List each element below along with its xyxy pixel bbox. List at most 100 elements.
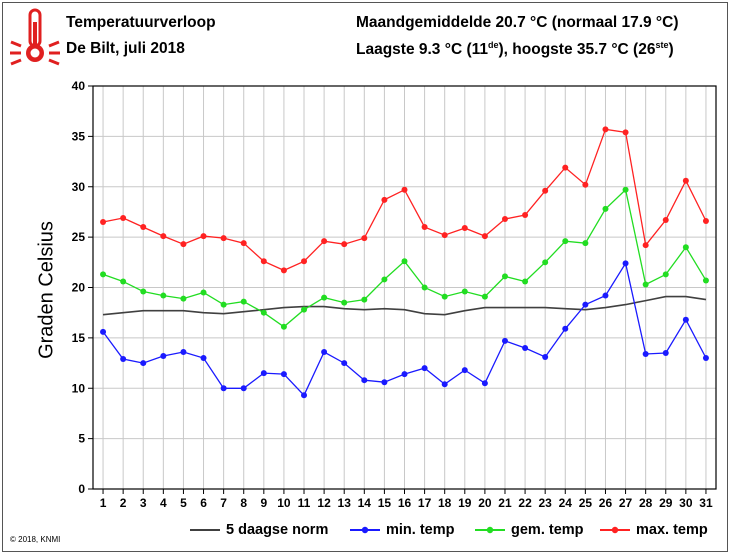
data-point-max-temp bbox=[602, 126, 609, 133]
x-tick-label: 14 bbox=[358, 496, 372, 510]
data-point-max-temp bbox=[421, 224, 428, 231]
data-point-gem-temp bbox=[602, 205, 609, 212]
data-point-max-temp bbox=[321, 238, 328, 245]
data-point-gem-temp bbox=[120, 278, 127, 285]
x-tick-label: 4 bbox=[160, 496, 167, 510]
data-point-min-temp bbox=[321, 348, 328, 355]
data-point-min-temp bbox=[582, 301, 589, 308]
data-point-gem-temp bbox=[481, 293, 488, 300]
data-point-min-temp bbox=[542, 354, 549, 361]
data-point-min-temp bbox=[240, 385, 247, 392]
x-tick-label: 6 bbox=[200, 496, 207, 510]
data-point-max-temp bbox=[100, 219, 107, 226]
data-point-gem-temp bbox=[501, 273, 508, 280]
data-point-gem-temp bbox=[421, 284, 428, 291]
data-point-max-temp bbox=[240, 240, 247, 247]
y-tick-label: 5 bbox=[78, 432, 85, 446]
data-point-max-temp bbox=[702, 218, 709, 225]
data-point-max-temp bbox=[120, 214, 127, 221]
y-tick-label: 35 bbox=[72, 129, 86, 143]
data-point-min-temp bbox=[602, 292, 609, 299]
data-point-min-temp bbox=[341, 360, 348, 367]
data-point-min-temp bbox=[421, 365, 428, 372]
data-point-gem-temp bbox=[682, 244, 689, 251]
data-point-gem-temp bbox=[180, 295, 187, 302]
data-point-min-temp bbox=[622, 260, 629, 267]
y-tick-label: 25 bbox=[72, 230, 86, 244]
data-point-min-temp bbox=[401, 371, 408, 378]
data-point-min-temp bbox=[200, 355, 207, 362]
x-tick-label: 26 bbox=[599, 496, 613, 510]
data-point-max-temp bbox=[562, 164, 569, 171]
y-tick-label: 20 bbox=[72, 281, 86, 295]
data-point-gem-temp bbox=[240, 298, 247, 305]
x-tick-label: 24 bbox=[559, 496, 573, 510]
x-tick-label: 20 bbox=[478, 496, 492, 510]
data-point-gem-temp bbox=[622, 186, 629, 193]
x-tick-label: 30 bbox=[679, 496, 693, 510]
data-point-max-temp bbox=[200, 233, 207, 240]
data-point-gem-temp bbox=[140, 288, 147, 295]
thermometer-icon bbox=[10, 8, 60, 66]
legend-norm: 5 daagse norm bbox=[190, 522, 329, 538]
series-line-5-daagse-norm bbox=[102, 295, 707, 316]
x-tick-label: 12 bbox=[317, 496, 331, 510]
copyright-notice: © 2018, KNMI bbox=[10, 535, 61, 544]
data-point-gem-temp bbox=[260, 309, 267, 316]
y-tick-label: 10 bbox=[72, 381, 86, 395]
data-point-min-temp bbox=[682, 316, 689, 323]
data-point-min-temp bbox=[301, 392, 308, 399]
data-point-max-temp bbox=[542, 187, 549, 194]
month-average-stat: Maandgemiddelde 20.7 °C (normaal 17.9 °C… bbox=[356, 14, 679, 31]
y-tick-label: 40 bbox=[72, 79, 86, 93]
data-point-min-temp bbox=[441, 381, 448, 388]
data-point-max-temp bbox=[441, 232, 448, 239]
data-point-max-temp bbox=[501, 215, 508, 222]
data-point-min-temp bbox=[522, 344, 529, 351]
data-point-gem-temp bbox=[582, 240, 589, 247]
data-point-gem-temp bbox=[381, 276, 388, 283]
legend-max-temp: max. temp bbox=[600, 520, 708, 540]
data-point-max-temp bbox=[280, 267, 287, 274]
data-point-min-temp bbox=[702, 355, 709, 362]
data-point-max-temp bbox=[582, 181, 589, 188]
x-tick-label: 7 bbox=[220, 496, 227, 510]
x-tick-label: 25 bbox=[579, 496, 593, 510]
data-point-max-temp bbox=[461, 225, 468, 232]
data-point-gem-temp bbox=[642, 281, 649, 288]
y-tick-label: 30 bbox=[72, 180, 86, 194]
data-point-max-temp bbox=[361, 235, 368, 242]
data-point-min-temp bbox=[260, 370, 267, 377]
data-point-max-temp bbox=[682, 177, 689, 184]
legend-avg-temp: gem. temp bbox=[475, 520, 584, 540]
x-tick-label: 1 bbox=[100, 496, 107, 510]
legend-min-temp: min. temp bbox=[350, 520, 454, 540]
x-tick-label: 2 bbox=[120, 496, 127, 510]
data-point-gem-temp bbox=[522, 278, 529, 285]
data-point-gem-temp bbox=[662, 271, 669, 278]
data-point-max-temp bbox=[381, 196, 388, 203]
data-point-max-temp bbox=[642, 242, 649, 249]
x-tick-label: 5 bbox=[180, 496, 187, 510]
y-tick-label: 15 bbox=[72, 331, 86, 345]
chart-title: Temperatuurverloop bbox=[66, 14, 216, 31]
x-tick-label: 15 bbox=[378, 496, 392, 510]
data-point-min-temp bbox=[100, 328, 107, 335]
x-tick-label: 19 bbox=[458, 496, 472, 510]
x-tick-label: 3 bbox=[140, 496, 147, 510]
y-tick-label: 0 bbox=[78, 482, 85, 496]
x-tick-label: 23 bbox=[538, 496, 552, 510]
data-point-min-temp bbox=[642, 350, 649, 357]
data-point-gem-temp bbox=[200, 289, 207, 296]
x-tick-label: 29 bbox=[659, 496, 673, 510]
chart-subtitle: De Bilt, juli 2018 bbox=[66, 40, 185, 57]
data-point-gem-temp bbox=[441, 293, 448, 300]
x-tick-label: 22 bbox=[518, 496, 532, 510]
x-tick-label: 9 bbox=[260, 496, 267, 510]
data-point-min-temp bbox=[361, 377, 368, 384]
data-point-min-temp bbox=[140, 360, 147, 367]
x-tick-label: 17 bbox=[418, 496, 432, 510]
data-point-min-temp bbox=[381, 379, 388, 386]
data-point-max-temp bbox=[522, 211, 529, 218]
